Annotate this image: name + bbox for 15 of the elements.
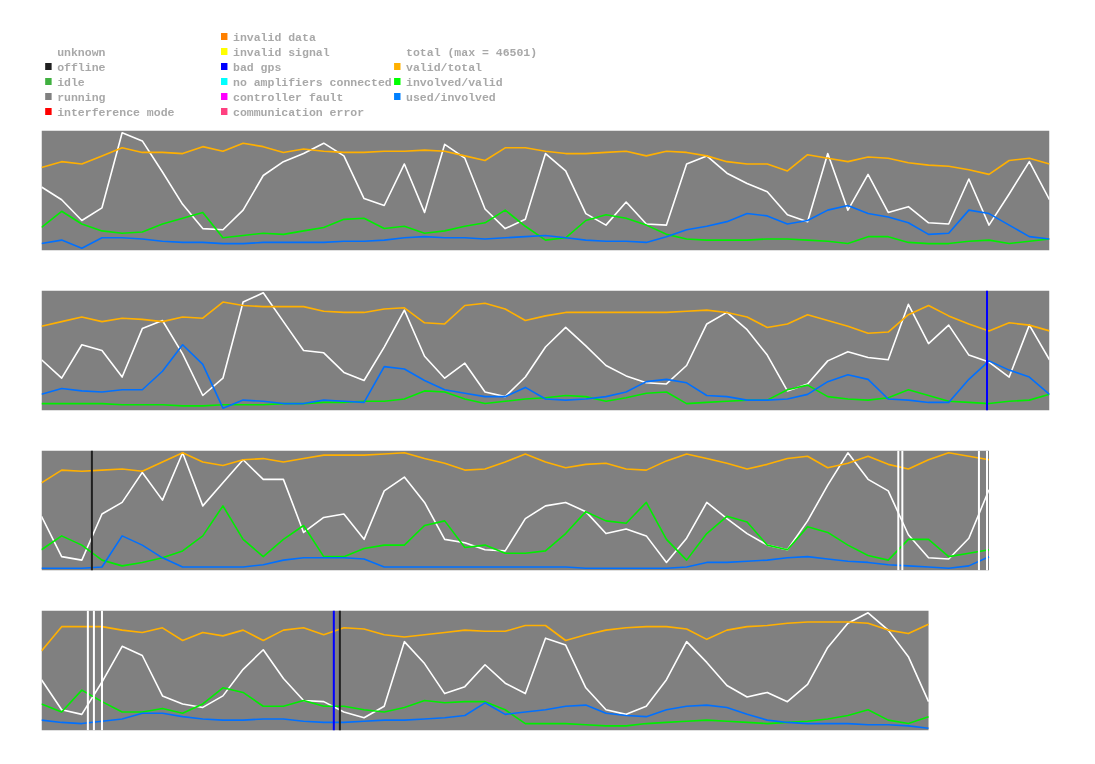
category-label: total (max = 46501) bbox=[406, 46, 538, 59]
category-label: unknown bbox=[57, 46, 106, 59]
category-label: no amplifiers connected bbox=[232, 76, 392, 89]
category-label: used/involved bbox=[406, 91, 496, 104]
category-label: communication error bbox=[232, 106, 365, 119]
category-label: interference mode bbox=[57, 106, 175, 119]
category-label: idle bbox=[57, 76, 85, 89]
category-label: invalid signal bbox=[232, 46, 330, 59]
category-label: controller fault bbox=[232, 91, 344, 104]
category-label: bad gps bbox=[232, 61, 282, 74]
category-label: valid/total bbox=[406, 61, 483, 74]
category-label: offline bbox=[57, 61, 106, 74]
category-label: invalid data bbox=[232, 31, 316, 44]
category-label: involved/valid bbox=[406, 76, 503, 89]
category-label: running bbox=[57, 91, 106, 104]
